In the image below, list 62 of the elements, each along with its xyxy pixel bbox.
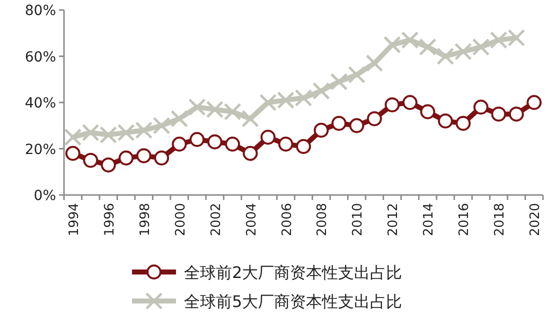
- point: [473, 100, 488, 115]
- x-tick-label: 2008: [315, 203, 330, 236]
- x-tick-label: 2002: [208, 203, 224, 236]
- point: [384, 97, 400, 112]
- point: [136, 148, 152, 164]
- point: [366, 54, 384, 72]
- point: [349, 118, 364, 134]
- x-tick-label: 1996: [102, 203, 118, 236]
- legend-label: 全球前5大厂商资本性支出占比: [184, 292, 402, 311]
- point: [225, 136, 240, 152]
- point: [83, 152, 98, 168]
- point: [100, 157, 116, 172]
- point: [154, 150, 170, 166]
- point: [278, 136, 294, 152]
- x-tick-label: 2018: [492, 203, 508, 236]
- point: [526, 95, 542, 110]
- point: [348, 66, 366, 84]
- point: [420, 104, 436, 120]
- x-tick-label: 2000: [173, 203, 188, 236]
- point: [64, 128, 82, 146]
- point: [314, 122, 329, 138]
- point: [312, 82, 330, 100]
- y-tick-label: 60%: [24, 49, 56, 66]
- x-tick-label: 1994: [66, 203, 82, 236]
- point: [330, 72, 348, 90]
- point: [438, 114, 453, 128]
- point: [418, 38, 436, 56]
- y-tick-label: 0%: [34, 188, 56, 204]
- x-tick-label: 2014: [422, 203, 437, 236]
- point: [260, 130, 276, 145]
- x-tick-label: 2020: [528, 203, 544, 236]
- point: [454, 42, 472, 60]
- x-tick-label: 1998: [138, 203, 153, 236]
- point: [402, 95, 418, 110]
- point: [491, 106, 506, 122]
- point: [242, 110, 260, 128]
- point: [456, 116, 471, 131]
- point: [190, 132, 205, 147]
- x-tick-label: 2012: [386, 203, 402, 236]
- point: [366, 111, 382, 126]
- x-tick-label: 2006: [280, 203, 295, 236]
- x-tick-label: 2004: [244, 203, 260, 236]
- point: [65, 146, 80, 161]
- x-tick-label: 2010: [350, 203, 366, 236]
- point: [207, 134, 222, 150]
- point: [170, 110, 188, 128]
- point: [118, 150, 134, 166]
- y-tick-label: 40%: [24, 96, 56, 112]
- point: [401, 31, 419, 49]
- legend-label: 全球前2大厂商资本性支出占比: [184, 263, 402, 282]
- point: [242, 146, 258, 161]
- y-tick-label: 20%: [24, 142, 56, 158]
- point: [508, 106, 524, 122]
- point: [383, 36, 401, 54]
- point: [436, 48, 454, 65]
- point: [296, 138, 311, 154]
- point: [472, 38, 490, 56]
- point: [331, 116, 346, 131]
- point: [172, 136, 187, 152]
- x-tick-label: 2016: [457, 203, 472, 236]
- y-tick-label: 80%: [24, 3, 56, 19]
- point: [152, 116, 170, 134]
